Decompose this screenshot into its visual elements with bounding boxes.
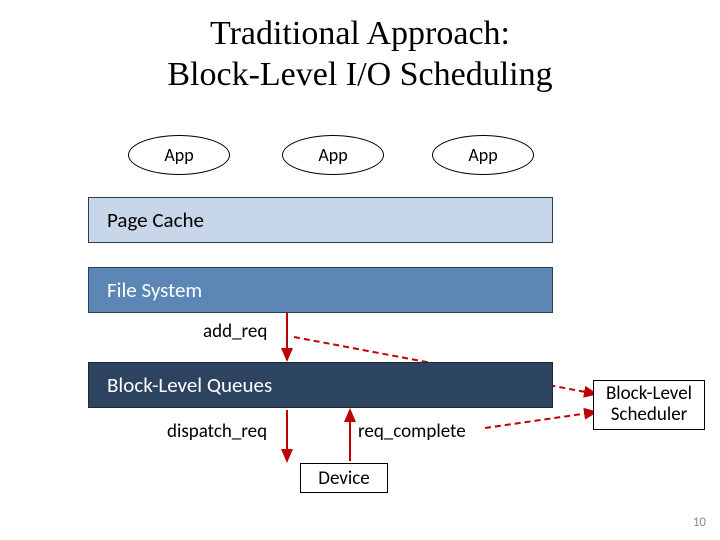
diagram-canvas: App App App Page Cache File System Block-Lev… xyxy=(0,0,720,540)
scheduler-line2: Scheduler xyxy=(611,403,688,426)
layer-page_cache: Page Cache xyxy=(88,197,553,243)
app-ellipse-1: App xyxy=(128,135,230,175)
label-dispatch-req: dispatch_req xyxy=(167,420,267,443)
device-box: Device xyxy=(300,463,388,493)
label-add-req: add_req xyxy=(203,320,267,343)
device-label: Device xyxy=(318,467,369,490)
label-req-complete: req_complete xyxy=(358,420,466,443)
sched_bottom_link xyxy=(485,412,596,428)
layer-block_queues: Block-Level Queues xyxy=(88,362,553,408)
app-ellipse-2: App xyxy=(282,135,384,175)
scheduler-box: Block-Level Scheduler xyxy=(593,380,705,430)
page-number: 10 xyxy=(693,515,706,530)
scheduler-line1: Block-Level xyxy=(606,382,692,405)
app-ellipse-3: App xyxy=(432,135,534,175)
layer-file_system: File System xyxy=(88,267,553,313)
